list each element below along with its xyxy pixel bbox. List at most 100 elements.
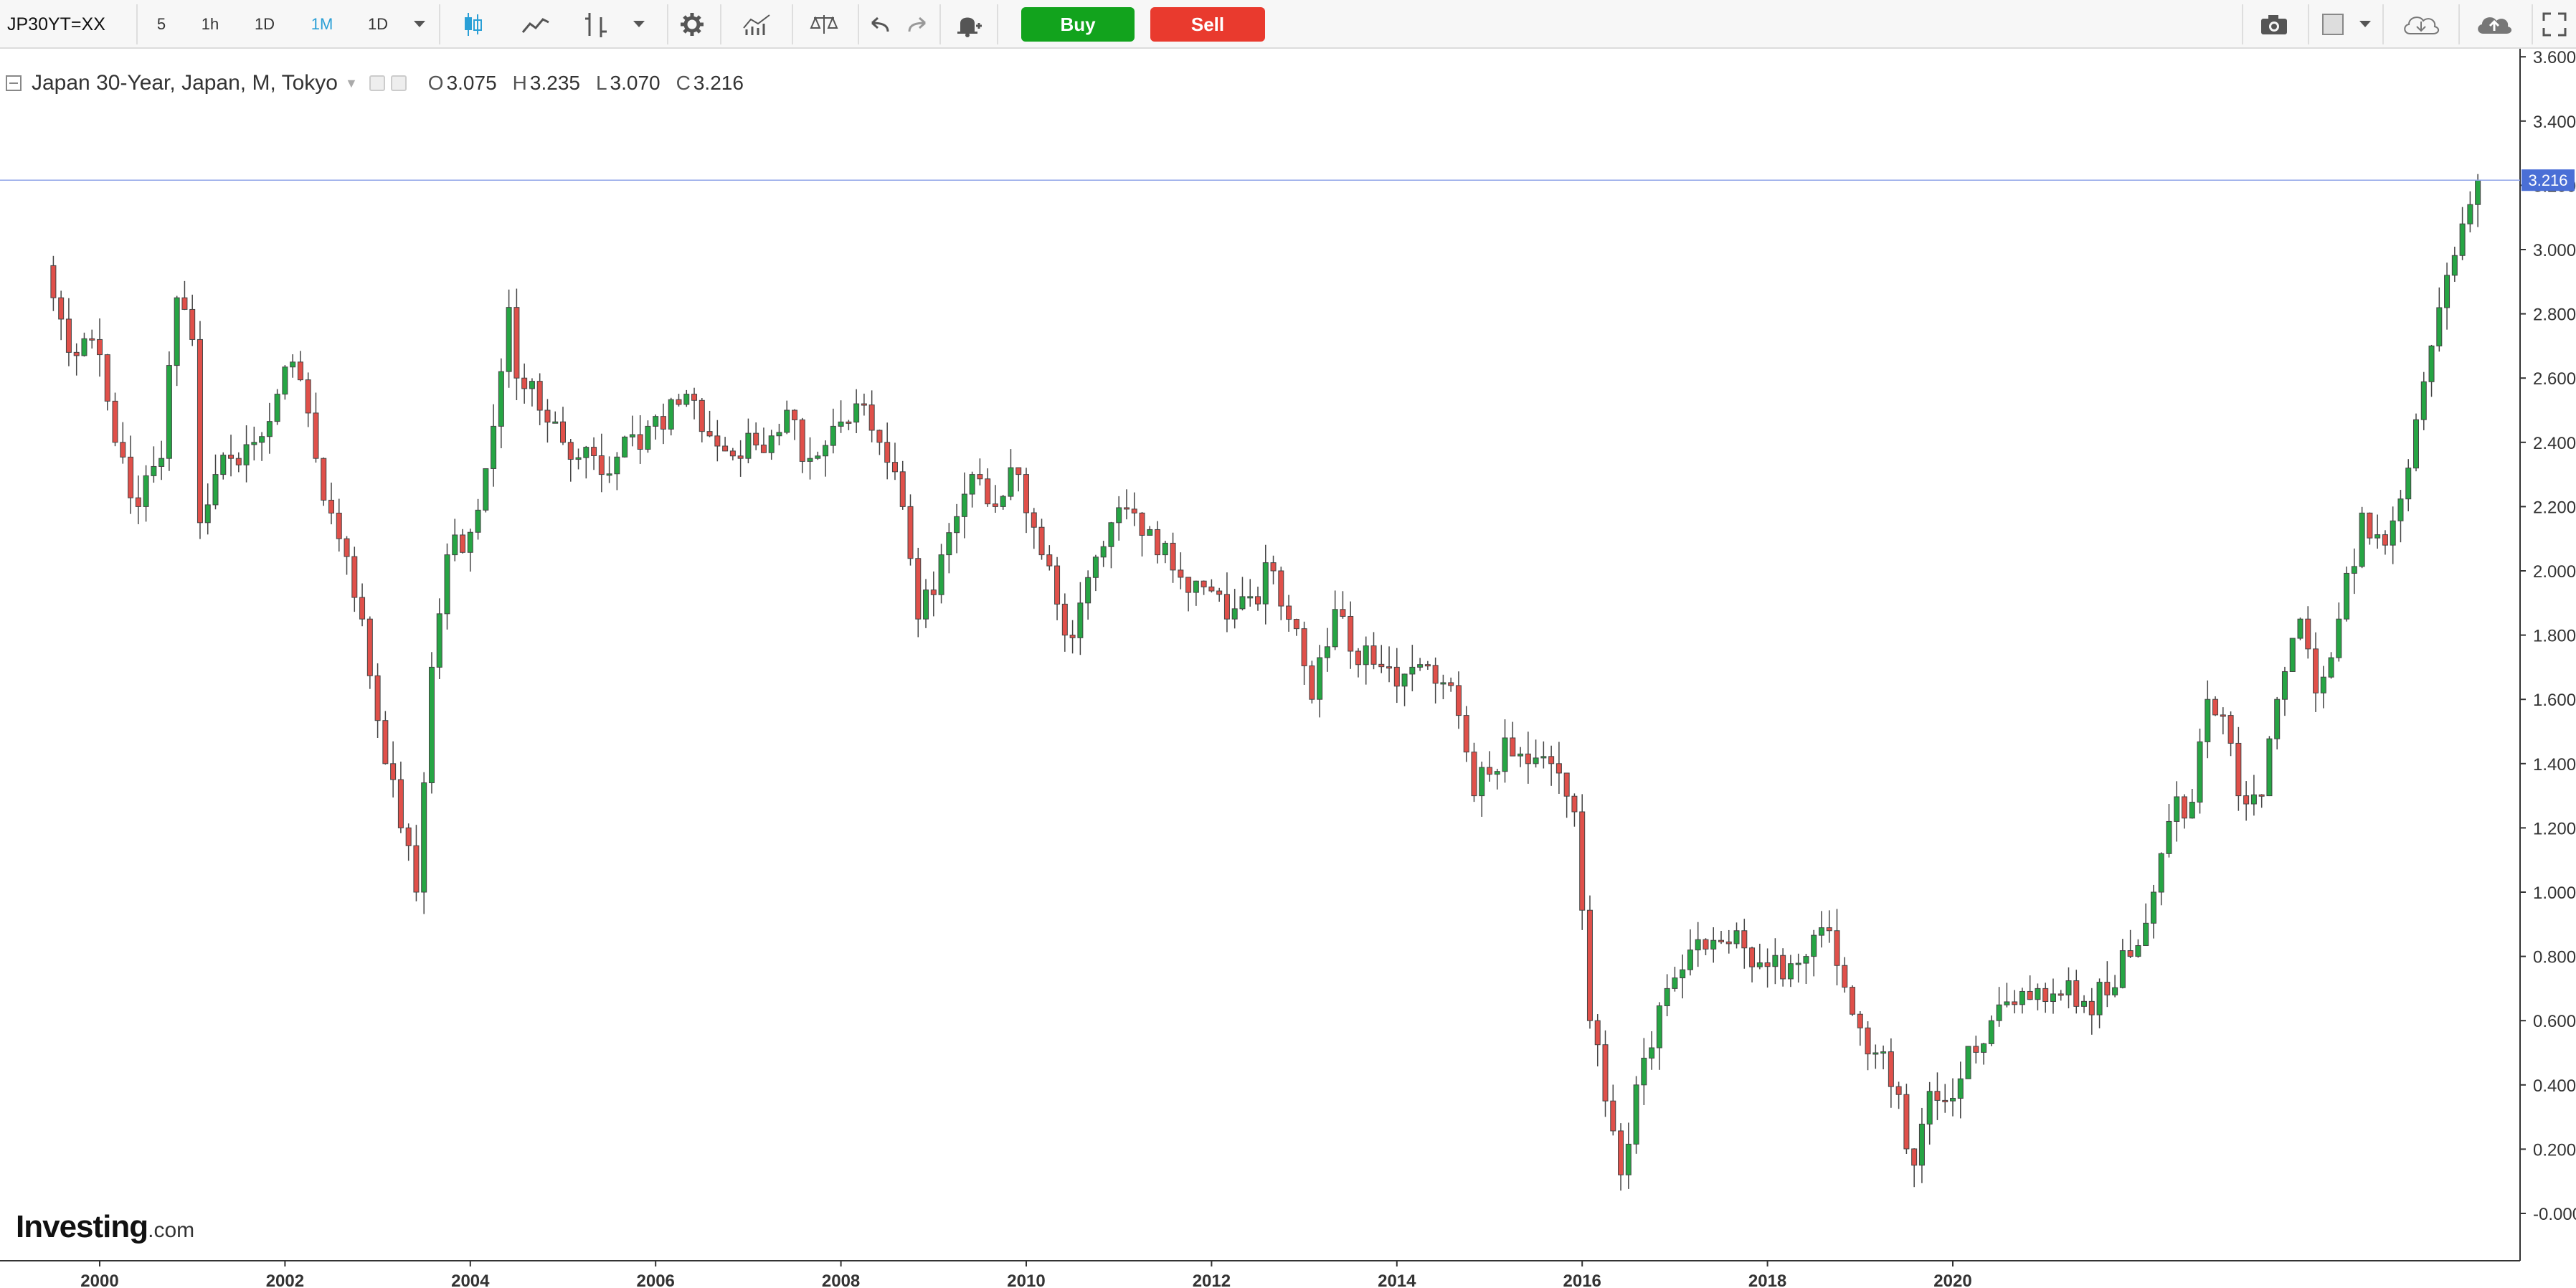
candle-body [1340,609,1346,617]
candle-body [992,503,998,507]
candle-body [1123,507,1130,510]
candle-body [460,534,466,553]
redo-icon[interactable] [898,4,937,44]
legend-dropdown-icon[interactable]: ▼ [344,75,358,90]
x-tick-label: 2018 [1748,1272,1786,1288]
candle-body [2351,566,2357,574]
candle-body [266,421,273,437]
alert-icon[interactable] [945,4,993,44]
sell-button[interactable]: Sell [1150,7,1265,42]
candle-body [1803,956,1809,964]
candle-body [2050,993,2056,1003]
compare-icon[interactable] [800,4,848,44]
buy-button[interactable]: Buy [1021,7,1135,42]
candle-body [2019,990,2025,1005]
timeframe-1d-button[interactable]: 1D [254,15,275,33]
legend-settings-icon[interactable] [369,75,385,91]
candle-body [2112,987,2118,995]
timeframe-1h-button[interactable]: 1h [201,15,219,33]
candle-body [1680,969,1686,979]
timeframe-1m-button[interactable]: 1M [311,15,333,33]
cloud-download-icon[interactable] [2392,4,2450,44]
candle-body [189,308,196,340]
candle-body [2444,275,2450,308]
candle-body [1262,562,1269,605]
candle-body [1139,512,1145,536]
chart-type-dropdown-icon[interactable] [621,4,657,44]
undo-icon[interactable] [861,4,899,44]
candle-body [1363,645,1369,666]
ohlc-low: L 3.070 [596,72,660,95]
candle-body [1594,1020,1601,1046]
candles-icon[interactable] [449,4,496,44]
candle-body [436,613,442,668]
candle-body [1741,930,1748,949]
symbol-input[interactable]: JP30YT=XX [7,14,105,34]
candle-body [1479,767,1485,797]
candle-body [653,416,659,427]
y-tick-label: 0.200 [2533,1140,2576,1160]
open-value: 3.075 [446,72,497,94]
candle-body [1842,965,1848,988]
candle-body [374,675,381,721]
candle-body [1926,1091,1933,1124]
candle-body [1046,554,1053,567]
x-tick-label: 2010 [1007,1272,1045,1288]
candle-body [598,455,605,475]
y-tick-label: 1.000 [2533,884,2576,903]
candle-body [1981,1043,1987,1053]
candle-body [954,516,960,534]
candle-body [2328,657,2334,678]
candle-body [1155,529,1161,556]
candle-body [938,554,944,595]
candle-body [235,458,242,465]
candle-body [2174,796,2180,822]
candle-body [1355,650,1361,666]
legend-hide-icon[interactable] [390,75,407,91]
layout-dropdown-icon[interactable] [2351,4,2380,44]
x-tick-label: 2020 [1933,1272,1971,1288]
candle-body [853,403,860,423]
timeframe-5-button[interactable]: 5 [156,15,166,33]
candle-body [467,531,473,553]
settings-icon[interactable] [668,4,716,44]
candle-body [985,478,991,505]
collapse-legend-icon[interactable] [6,75,22,91]
candle-body [606,473,612,476]
candle-body [714,435,721,447]
candle-body [128,456,134,498]
y-tick-label: 3.000 [2533,241,2576,260]
candle-body [1942,1099,1948,1102]
candle-body [1077,602,1084,638]
candle-body [961,493,967,517]
camera-icon[interactable] [2249,4,2299,44]
candle-body [1872,1052,1879,1055]
candle-body [73,351,80,356]
y-tick-label: 2.600 [2533,369,2576,389]
bar-icon[interactable] [572,4,620,44]
price-chart[interactable]: -0.000 0.200 0.400 0.600 0.800 1.000 1.200 1.40… [0,49,2576,1288]
candle-body [2081,1000,2088,1007]
candle-body [691,394,698,401]
x-tick-label: 2014 [1378,1272,1416,1288]
candle-body [729,450,736,457]
layout-icon[interactable] [2315,4,2351,44]
candle-body [444,554,450,615]
x-tick-label: 2000 [80,1272,118,1288]
candle-body [1540,756,1547,759]
line-icon[interactable] [512,4,559,44]
candle-body [104,354,110,402]
candle-body [428,666,435,784]
timeframe-custom-button[interactable]: 1D [367,15,389,33]
indicators-icon[interactable] [733,4,780,44]
candle-body [212,474,219,506]
candle-body [2475,179,2481,205]
candle-body [676,399,682,405]
candle-body [220,455,227,475]
timeframe-dropdown-icon[interactable] [402,4,437,44]
cloud-upload-icon[interactable] [2464,4,2524,44]
y-tick-label: 1.600 [2533,691,2576,710]
fullscreen-icon[interactable] [2534,4,2575,44]
candle-body [1934,1091,1941,1101]
candle-body [1672,977,1678,989]
